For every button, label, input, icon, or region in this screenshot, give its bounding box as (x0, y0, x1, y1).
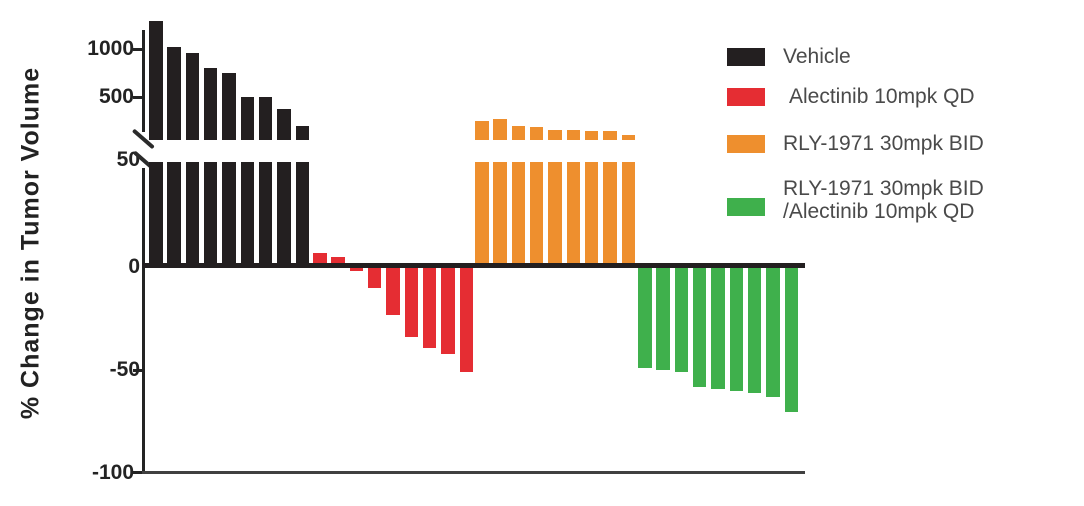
bar-series1-2 (349, 267, 364, 272)
bar-series0-6-lower (258, 162, 273, 267)
bar-series2-2-lower (511, 162, 526, 267)
bar-series2-8-lower (621, 162, 636, 267)
bar-series0-8-lower (295, 162, 310, 267)
bar-series2-5-lower (566, 162, 581, 267)
bar-series3-6 (747, 267, 762, 394)
bar-series2-4-upper (548, 129, 562, 140)
bar-series3-0 (638, 267, 652, 369)
legend-label-combo-line2: /Alectinib 10mpk QD (783, 200, 975, 223)
bar-series2-1-upper (493, 119, 507, 140)
bar-series3-1 (656, 267, 670, 371)
bar-series2-0-lower (475, 162, 489, 267)
y-tick-label-500: 500 (98, 85, 134, 108)
bar-series2-6-lower (584, 162, 599, 267)
y-tick-mark-neg100 (133, 471, 143, 474)
bar-series2-4-lower (548, 162, 562, 267)
bar-series1-6 (422, 267, 437, 348)
bar-series2-7-lower (603, 162, 617, 267)
bar-series0-5-lower (240, 162, 255, 267)
bar-series0-1-lower (167, 162, 181, 267)
bar-series2-3-lower (529, 162, 544, 267)
bar-series0-5-upper (240, 96, 255, 140)
bar-series2-3-upper (529, 126, 544, 140)
bar-series3-7 (766, 267, 780, 398)
bar-series0-4-lower (222, 162, 236, 267)
bar-series0-2-lower (185, 162, 200, 267)
y-tick-mark-1000 (133, 48, 143, 51)
legend-label-rly1971: RLY-1971 30mpk BID (783, 132, 984, 155)
bar-series1-1 (331, 256, 345, 267)
bar-series0-0-lower (149, 162, 163, 267)
legend-swatch-rly1971 (727, 135, 765, 153)
y-tick-label-neg100: -100 (91, 461, 134, 484)
bar-series0-0-upper (149, 21, 163, 140)
bar-series3-2 (674, 267, 689, 373)
y-tick-mark-500 (133, 96, 143, 99)
bar-series3-8 (784, 267, 799, 412)
bar-series2-7-upper (603, 130, 617, 140)
bar-series1-4 (386, 267, 400, 315)
bar-series3-4 (711, 267, 725, 389)
bar-series3-3 (692, 267, 707, 387)
y-tick-label-0: 0 (128, 255, 140, 278)
bar-series0-7-upper (277, 108, 291, 140)
bar-series1-8 (459, 267, 474, 373)
bar-series2-6-upper (584, 130, 599, 140)
bar-series0-1-upper (167, 47, 181, 140)
bar-series1-7 (441, 267, 455, 354)
y-tick-label-neg50: -50 (109, 358, 140, 381)
y-tick-label-1000: 1000 (87, 37, 134, 60)
bar-series2-5-upper (566, 130, 581, 140)
y-tick-mark-neg50 (133, 369, 143, 372)
legend-label-alectinib: Alectinib 10mpk QD (789, 85, 975, 108)
y-axis-title: % Change in Tumor Volume (16, 66, 45, 420)
legend-label-vehicle: Vehicle (783, 45, 851, 68)
bar-series2-0-upper (475, 120, 489, 140)
y-axis-upper-segment (142, 30, 145, 132)
bar-series1-5 (404, 267, 419, 338)
bar-series2-2-upper (511, 126, 526, 140)
legend-swatch-combo (727, 198, 765, 216)
bar-series0-3-lower (203, 162, 218, 267)
bar-series1-3 (367, 267, 382, 288)
bar-series0-8-upper (295, 126, 310, 140)
bar-series2-8-upper (621, 134, 636, 140)
legend-swatch-vehicle (727, 48, 765, 66)
bar-series0-2-upper (185, 52, 200, 140)
bar-series0-3-upper (203, 68, 218, 140)
y-axis-lower-segment (142, 168, 145, 474)
bar-series2-1-lower (493, 162, 507, 267)
bar-series0-4-upper (222, 73, 236, 140)
zero-baseline (142, 263, 805, 268)
bar-series3-5 (729, 267, 744, 391)
legend-label-combo-line1: RLY-1971 30mpk BID (783, 177, 984, 200)
x-axis-line (142, 471, 805, 474)
bar-series0-6-upper (258, 97, 273, 140)
y-tick-label-50: 50 (116, 148, 140, 171)
bar-series0-7-lower (277, 162, 291, 267)
legend-swatch-alectinib (727, 88, 765, 106)
